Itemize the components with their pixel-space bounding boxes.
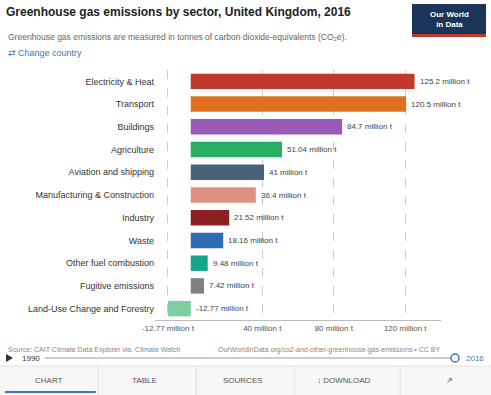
svg-text:⇄ Change country: ⇄ Change country	[8, 48, 82, 58]
svg-text:-12.77 million t: -12.77 million t	[142, 324, 195, 333]
svg-text:Transport: Transport	[116, 99, 155, 109]
svg-text:80 million t: 80 million t	[315, 324, 354, 333]
svg-text:9.48 million t: 9.48 million t	[213, 259, 259, 268]
svg-text:40 million t: 40 million t	[243, 324, 282, 333]
svg-text:Buildings: Buildings	[117, 122, 154, 132]
svg-text:Aviation and shipping: Aviation and shipping	[69, 167, 154, 177]
svg-text:SOURCES: SOURCES	[223, 376, 263, 385]
svg-text:7.42 million t: 7.42 million t	[209, 281, 255, 290]
svg-text:18.16 million t: 18.16 million t	[228, 236, 278, 245]
svg-text:Land-Use Change and Forestry: Land-Use Change and Forestry	[28, 304, 155, 314]
svg-text:36.4 million t: 36.4 million t	[261, 191, 307, 200]
svg-text:41 million t: 41 million t	[269, 168, 308, 177]
svg-text:Manufacturing & Construction: Manufacturing & Construction	[35, 190, 154, 200]
svg-text:Greenhouse gas emissions by se: Greenhouse gas emissions by sector, Unit…	[6, 5, 351, 19]
svg-text:CHART: CHART	[35, 376, 63, 385]
svg-text:51.04 million t: 51.04 million t	[287, 145, 337, 154]
svg-text:1990: 1990	[22, 354, 40, 363]
svg-text:Electricity & Heat: Electricity & Heat	[85, 77, 154, 87]
svg-text:TABLE: TABLE	[132, 376, 157, 385]
svg-text:Other fuel combustion: Other fuel combustion	[66, 258, 154, 268]
svg-text:120 million t: 120 million t	[384, 324, 427, 333]
svg-text:125.2 million t: 125.2 million t	[420, 77, 470, 86]
svg-text:↗: ↗	[446, 376, 453, 385]
svg-text:84.7 million t: 84.7 million t	[347, 122, 393, 131]
svg-text:Industry: Industry	[122, 213, 155, 223]
svg-text:Our Worldin Data: Our Worldin Data	[430, 10, 469, 29]
svg-text:-12.77 million t: -12.77 million t	[196, 304, 249, 313]
svg-text:Greenhouse gas emissions are m: Greenhouse gas emissions are measured in…	[8, 32, 347, 42]
svg-text:120.5 million t: 120.5 million t	[411, 100, 461, 109]
svg-text:Source: CAIT Climate Data Expl: Source: CAIT Climate Data Explorer via. …	[8, 346, 180, 354]
svg-text:↓ DOWNLOAD: ↓ DOWNLOAD	[317, 376, 371, 385]
svg-text:2016: 2016	[466, 354, 484, 363]
svg-text:Fugitive emissions: Fugitive emissions	[80, 281, 155, 291]
svg-text:OurWorldInData.org/co2-and-oth: OurWorldInData.org/co2-and-other-greenho…	[218, 346, 440, 354]
svg-text:21.52 million t: 21.52 million t	[234, 213, 284, 222]
svg-text:Waste: Waste	[129, 236, 154, 246]
svg-text:Agriculture: Agriculture	[111, 145, 154, 155]
